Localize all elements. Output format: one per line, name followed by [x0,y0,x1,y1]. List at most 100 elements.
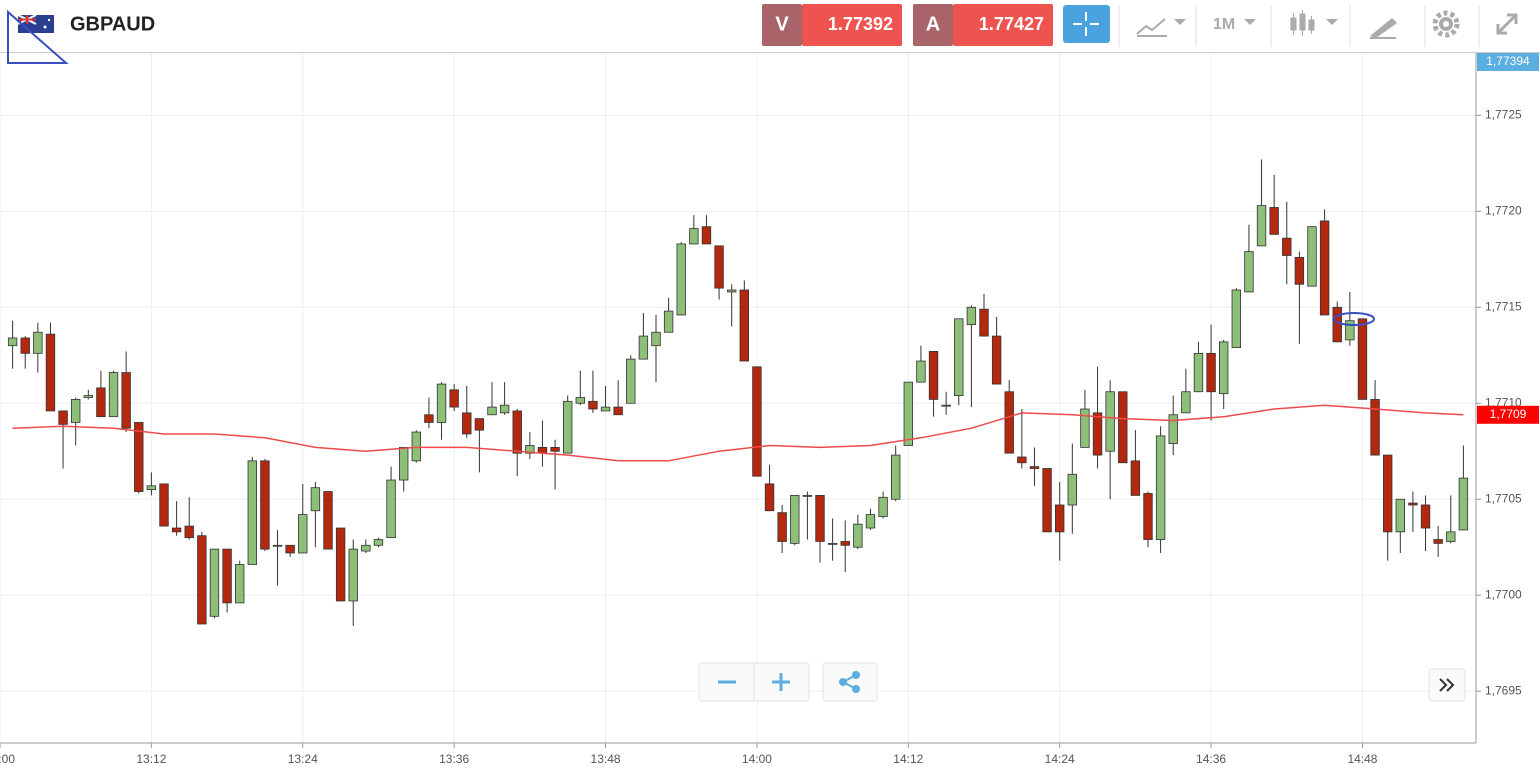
candle-body [1118,391,1128,464]
bid-label: V [775,13,789,35]
candle-body [525,445,535,454]
candle-body [499,404,510,414]
candle-body [626,358,636,404]
candle-body [71,399,81,423]
settings-button[interactable] [1432,10,1460,38]
candle-body [954,318,964,396]
timeframe-button[interactable]: 1M [1213,16,1256,33]
candle-body [83,395,93,398]
candle-body [1092,412,1103,456]
candle-body [45,333,56,412]
ask-price: 1.77427 [979,14,1044,34]
candle-body [991,335,1002,385]
candle-body [941,404,951,407]
candle-body [1319,220,1330,316]
drawing-triangle[interactable] [7,9,69,64]
candle-body [651,331,661,347]
drawing-ellipse[interactable] [1333,312,1375,326]
candle-body [840,541,850,546]
candle-body [1017,456,1027,464]
candle-body [1155,435,1166,540]
plot [7,159,1469,626]
share-button[interactable] [822,662,878,702]
candle-body [613,406,623,416]
candle-body [638,335,649,360]
candle-body [979,308,989,337]
candle-body [790,494,800,544]
candle-body [96,387,106,418]
y-tick-label: 1,7725 [1485,108,1522,122]
candle-body [714,245,724,289]
candle-body [1370,399,1380,456]
candle-body [563,400,573,454]
candle-body [1130,460,1141,496]
candle-body [20,337,30,354]
candle-body [815,494,825,542]
y-tick-label: 1,7720 [1485,203,1522,217]
fullscreen-button[interactable] [1496,13,1518,35]
y-tick-label: 1,7705 [1485,491,1522,505]
candle-body [1383,454,1393,533]
candle-body [1256,205,1267,247]
zoom-in[interactable] [772,673,790,691]
candle-body [853,523,863,548]
candle-body [663,310,674,333]
candle-body [739,289,749,362]
candle-body [752,366,762,477]
candle-body [108,372,119,418]
candle-body [146,485,157,491]
ask-button[interactable]: A 1.77427 [913,4,1053,46]
candle-body [777,512,787,542]
candle-body [575,397,585,404]
candle-body [373,539,384,546]
candle-body [171,527,182,533]
x-tick-label: 14:36 [1196,752,1226,766]
candle-body [1244,251,1254,293]
y-tick-label: 1,7715 [1485,299,1522,313]
candle-body [550,447,560,452]
candle-body [134,422,144,492]
grid [0,52,1476,743]
candle-body [1446,531,1456,542]
x-tick-label: 14:12 [893,752,923,766]
candle-body [1168,414,1178,444]
candle-body [1408,502,1418,506]
price-tag-box [1477,405,1539,424]
candle-body [891,454,901,500]
candle-body [121,372,131,429]
crosshair-button[interactable] [1063,5,1110,43]
bid-button[interactable]: V 1.77392 [762,4,902,46]
scroll-end-button[interactable] [1428,668,1466,702]
candle-body [335,527,346,602]
chart-type-button[interactable] [1136,18,1186,37]
candle-body [436,383,447,423]
candle-body [1307,226,1317,287]
candle-body [58,410,68,425]
candle-body [764,483,775,512]
candle-body [310,487,321,512]
candle-style-button[interactable] [1290,10,1338,36]
candle-body [487,406,497,416]
x-tick-label: 14:48 [1347,752,1377,766]
candle-body [676,243,686,316]
candle-body [512,410,522,454]
x-tick-label: 13:00 [0,752,15,766]
candle-body [689,228,699,245]
candle-body [1105,391,1115,452]
candle-body [928,351,939,400]
candle-body [1282,237,1292,256]
candle-body [1055,504,1065,533]
candle-body [33,331,43,354]
candle-body [272,544,283,547]
draw-tool-button[interactable] [1370,18,1397,39]
price-tag-box [1477,53,1539,71]
candle-body [966,306,977,325]
candle-body [399,447,409,481]
flag-icon [17,14,54,33]
x-tick-label: 14:24 [1045,752,1075,766]
zoom-controls [698,662,1466,702]
candle-body [159,483,169,527]
candle-body [1231,289,1241,348]
candle-body [1080,408,1090,448]
